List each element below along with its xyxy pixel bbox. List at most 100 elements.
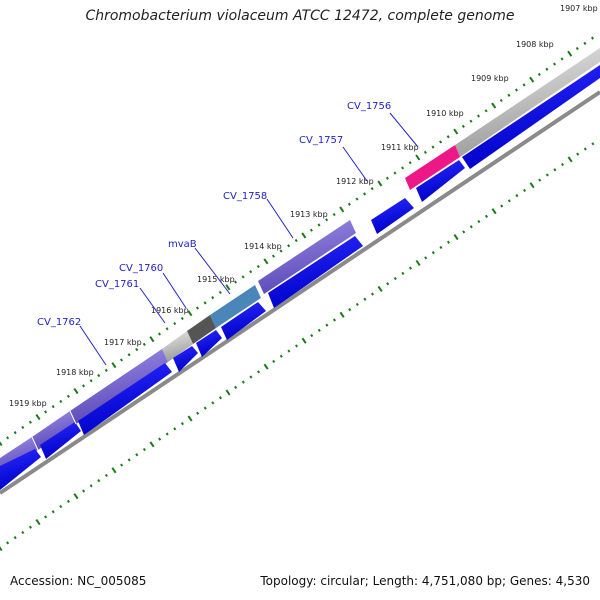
ruler-tick (348, 308, 352, 312)
ruler-tick (35, 519, 41, 526)
ruler-tick (507, 199, 511, 203)
ruler-tick (51, 510, 55, 514)
ruler-tick (317, 223, 321, 227)
ruler-tick (476, 114, 481, 118)
ruler-tick (127, 458, 131, 462)
ruler-tick (377, 180, 383, 187)
ruler-tick (35, 414, 41, 421)
cds-arrow (221, 302, 266, 340)
inner-tick-ruler (0, 142, 595, 552)
feature-track (0, 48, 600, 475)
ruler-tick (225, 389, 231, 396)
ruler-tick (522, 83, 526, 87)
ruler-tick (211, 296, 215, 300)
ruler-tick (180, 422, 184, 426)
ruler-tick (256, 370, 261, 374)
ruler-tick (339, 206, 345, 213)
ruler-tick (446, 135, 450, 139)
ruler-tick (135, 347, 139, 352)
tick-labels: 1907 kbp 1908 kbp 1909 kbp 1910 kbp 1911… (9, 4, 598, 408)
ruler-tick (431, 145, 435, 149)
cds-arrow (0, 449, 41, 490)
ruler-tick (256, 264, 260, 269)
ruler-tick (439, 245, 443, 250)
ruler-tick (211, 401, 215, 405)
ruler-tick (453, 234, 459, 241)
backbone-line (0, 90, 600, 495)
ruler-tick (263, 363, 269, 370)
ruler-tick (408, 266, 413, 270)
ruler-tick (111, 362, 117, 369)
ruler-tick (89, 379, 93, 383)
ruler-tick (500, 204, 504, 208)
tick-label: 1913 kbp (290, 210, 328, 219)
ruler-tick (529, 182, 535, 189)
ruler-tick (415, 259, 421, 267)
ruler-tick (431, 251, 435, 255)
ruler-tick (272, 359, 276, 364)
ruler-tick (446, 240, 451, 244)
ruler-tick (66, 394, 70, 398)
cds-arrow (173, 346, 198, 372)
ruler-tick (552, 62, 557, 66)
gene-label-cv1758: CV_1758 (223, 191, 267, 202)
cds-arrow (268, 236, 363, 308)
ruler-tick (271, 254, 276, 258)
ruler-tick (196, 411, 200, 415)
feature-cv1761-grey (162, 331, 193, 362)
ruler-tick (120, 463, 124, 467)
ruler-tick (583, 41, 587, 45)
ruler-tick (97, 479, 101, 483)
ruler-tick (157, 332, 162, 336)
gene-label-cv1756: CV_1756 (347, 101, 391, 112)
tick-label: 1916 kbp (151, 306, 189, 315)
ruler-tick (301, 337, 307, 344)
tick-label: 1917 kbp (104, 338, 142, 347)
ruler-tick (301, 232, 307, 239)
ruler-tick (165, 432, 169, 436)
cds-arrow (196, 330, 222, 357)
ruler-tick (469, 119, 473, 123)
ruler-tick (355, 302, 359, 307)
cds-arrow (416, 160, 465, 202)
ruler-tick (537, 72, 541, 77)
ruler-tick (149, 336, 155, 343)
ruler-tick (241, 275, 245, 279)
tick-label: 1918 kbp (56, 368, 94, 377)
tick-label: 1907 kbp (560, 4, 598, 13)
ruler-tick (44, 410, 48, 414)
ruler-tick (279, 249, 283, 253)
tick-label: 1915 kbp (197, 275, 235, 284)
ruler-tick (339, 311, 345, 318)
feature-separators (31, 410, 77, 451)
ruler-tick (104, 368, 108, 372)
tick-label: 1914 kbp (244, 242, 282, 251)
gene-label-cv1761: CV_1761 (95, 279, 139, 290)
ruler-tick (575, 46, 579, 51)
ruler-tick (149, 441, 155, 448)
ruler-tick (225, 284, 231, 291)
ruler-tick (111, 467, 117, 474)
gene-label-cv1760: CV_1760 (119, 263, 163, 274)
ruler-tick (127, 353, 131, 357)
ruler-tick (66, 499, 70, 503)
ruler-tick (491, 102, 497, 109)
tick-label: 1912 kbp (336, 177, 374, 186)
ruler-tick (491, 208, 497, 215)
ruler-tick (44, 515, 48, 519)
ruler-tick (408, 161, 412, 165)
ruler-tick (82, 384, 86, 388)
ruler-tick (401, 271, 405, 275)
ruler-tick (325, 323, 329, 327)
ruler-tick (576, 152, 580, 156)
ruler-tick (203, 406, 207, 410)
ruler-tick (317, 328, 321, 332)
gene-labels: CV_1756 CV_1757 CV_1758 mvaB CV_1760 CV_… (37, 101, 419, 366)
ruler-tick (507, 93, 511, 97)
feature-cv1758-purple (258, 220, 356, 294)
ruler-tick (522, 188, 527, 193)
outer-tick-ruler (0, 36, 595, 447)
ruler-tick (591, 142, 595, 146)
ruler-tick (28, 525, 32, 529)
ruler-tick (195, 306, 200, 310)
